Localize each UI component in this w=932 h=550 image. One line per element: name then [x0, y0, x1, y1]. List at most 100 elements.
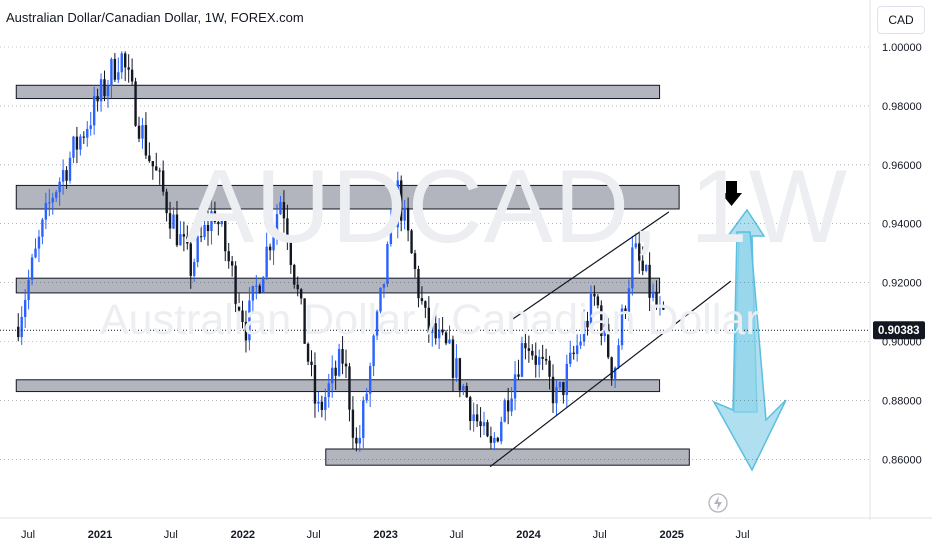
candle[interactable] — [306, 342, 310, 366]
candle[interactable] — [113, 52, 117, 82]
candle[interactable] — [593, 285, 596, 306]
candle[interactable] — [217, 213, 220, 236]
candle[interactable] — [558, 381, 562, 391]
candle[interactable] — [589, 285, 593, 333]
candle[interactable] — [27, 269, 30, 310]
candle[interactable] — [517, 359, 520, 380]
candle[interactable] — [58, 177, 61, 206]
candle[interactable] — [175, 200, 179, 248]
candle[interactable] — [462, 383, 465, 396]
candle[interactable] — [382, 283, 386, 298]
candle[interactable] — [86, 121, 89, 147]
candle[interactable] — [258, 283, 261, 294]
candle[interactable] — [51, 192, 54, 215]
candle[interactable] — [586, 311, 589, 336]
candle[interactable] — [375, 309, 379, 341]
candle[interactable] — [34, 238, 37, 259]
candle[interactable] — [548, 355, 551, 390]
candle[interactable] — [241, 300, 244, 329]
candle[interactable] — [279, 195, 282, 216]
candle[interactable] — [310, 350, 313, 377]
candle[interactable] — [610, 356, 613, 386]
candle[interactable] — [275, 204, 279, 245]
candle[interactable] — [120, 51, 123, 79]
candle[interactable] — [575, 334, 579, 362]
candle[interactable] — [244, 310, 248, 353]
candle[interactable] — [127, 54, 130, 83]
candle[interactable] — [151, 161, 155, 180]
candle[interactable] — [203, 218, 206, 241]
candle[interactable] — [41, 217, 44, 245]
candle[interactable] — [479, 407, 482, 438]
candle[interactable] — [206, 210, 210, 246]
candle[interactable] — [417, 265, 420, 308]
candle[interactable] — [168, 201, 172, 239]
candle[interactable] — [424, 300, 427, 318]
candle[interactable] — [648, 252, 651, 312]
candle[interactable] — [230, 255, 234, 277]
candle[interactable] — [182, 221, 186, 252]
candle[interactable] — [631, 235, 634, 296]
candle[interactable] — [482, 411, 486, 435]
candle[interactable] — [341, 336, 344, 375]
candle[interactable] — [634, 233, 638, 250]
candle[interactable] — [313, 352, 317, 418]
candle[interactable] — [99, 73, 103, 112]
candle[interactable] — [110, 57, 113, 98]
candle[interactable] — [303, 298, 306, 344]
candle[interactable] — [262, 275, 265, 293]
candle[interactable] — [179, 221, 182, 246]
time-axis[interactable]: Jul 2021 Jul 2022 Jul 2023 Jul 2024 Jul 2025 Jul — [0, 517, 932, 541]
candle[interactable] — [193, 258, 196, 282]
candle[interactable] — [320, 395, 324, 418]
candle[interactable] — [555, 380, 558, 415]
candle[interactable] — [627, 279, 631, 321]
candle[interactable] — [455, 344, 458, 382]
candle[interactable] — [372, 330, 375, 377]
candle[interactable] — [293, 263, 296, 289]
candle[interactable] — [444, 330, 448, 346]
candle[interactable] — [155, 152, 158, 171]
candle[interactable] — [651, 283, 655, 302]
candle[interactable] — [196, 228, 199, 268]
candle[interactable] — [251, 285, 255, 312]
candle[interactable] — [327, 373, 330, 408]
candle[interactable] — [234, 261, 237, 313]
candle[interactable] — [641, 246, 644, 276]
candle[interactable] — [213, 201, 217, 224]
candle[interactable] — [607, 318, 610, 360]
candle[interactable] — [427, 296, 431, 343]
candle[interactable] — [617, 338, 620, 370]
candle[interactable] — [469, 395, 472, 431]
candle[interactable] — [506, 387, 510, 425]
candle[interactable] — [486, 419, 489, 438]
candle[interactable] — [596, 294, 600, 309]
candle[interactable] — [500, 416, 503, 445]
candle[interactable] — [531, 344, 534, 360]
candle[interactable] — [23, 288, 27, 329]
candle[interactable] — [55, 189, 58, 203]
candle[interactable] — [638, 232, 641, 274]
candle[interactable] — [289, 239, 293, 274]
candle[interactable] — [355, 427, 358, 452]
candle[interactable] — [48, 188, 51, 217]
candle[interactable] — [451, 335, 455, 392]
candle[interactable] — [362, 396, 365, 448]
candle[interactable] — [61, 159, 65, 195]
candle[interactable] — [286, 204, 289, 250]
candle[interactable] — [299, 288, 303, 305]
candle[interactable] — [527, 335, 531, 363]
candle[interactable] — [569, 340, 572, 367]
zone-2[interactable] — [15, 184, 680, 210]
candle[interactable] — [465, 382, 468, 398]
candle[interactable] — [72, 135, 75, 164]
candle[interactable] — [82, 131, 86, 144]
candle[interactable] — [386, 241, 389, 288]
candle[interactable] — [265, 232, 268, 280]
candle[interactable] — [268, 243, 272, 261]
candle[interactable] — [255, 275, 258, 300]
candle[interactable] — [379, 287, 382, 314]
candle[interactable] — [334, 360, 337, 390]
candle[interactable] — [158, 167, 161, 185]
